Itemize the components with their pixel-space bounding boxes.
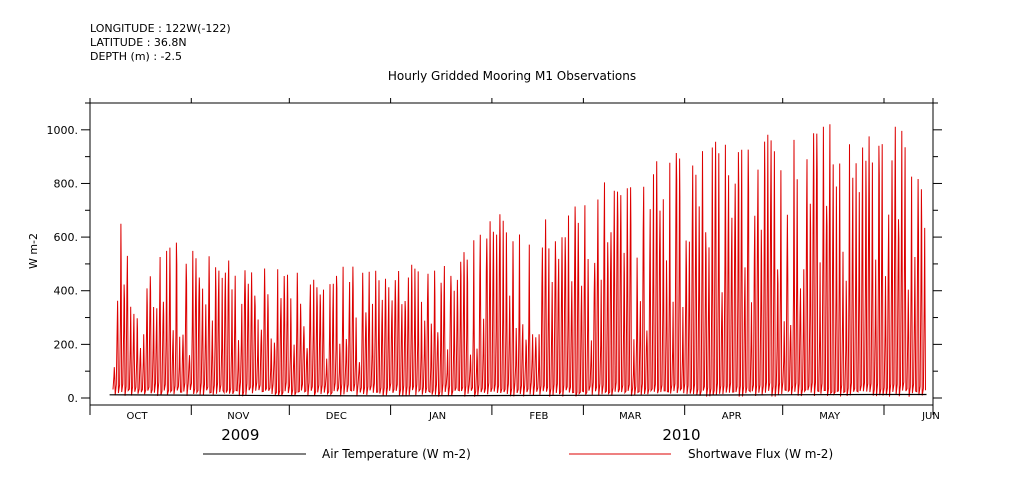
metadata-block: LONGITUDE : 122W(-122) LATITUDE : 36.8N …	[90, 22, 231, 64]
legend-label: Air Temperature (W m-2)	[322, 447, 471, 461]
x-tick-label: MAR	[619, 411, 641, 422]
x-tick-label: FEB	[529, 411, 548, 422]
longitude-label: LONGITUDE : 122W(-122)	[90, 22, 231, 35]
y-tick-label: 1000.	[47, 124, 79, 137]
y-tick-label: 0.	[68, 392, 79, 405]
legend-label: Shortwave Flux (W m-2)	[688, 447, 833, 461]
x-tick-label: JUN	[921, 411, 940, 422]
depth-label: DEPTH (m) : -2.5	[90, 50, 183, 63]
x-tick-label: DEC	[326, 411, 347, 422]
y-tick-label: 800.	[54, 177, 79, 190]
y-axis-label: W m-2	[27, 233, 40, 269]
x-tick-label: OCT	[127, 411, 149, 422]
y-tick-label: 600.	[54, 231, 79, 244]
shortwave-flux-line	[112, 124, 926, 397]
x-tick-label: MAY	[819, 411, 841, 422]
x-tick-label: NOV	[227, 411, 249, 422]
year-label: 2010	[662, 426, 700, 444]
axis-labels: 0. 200. 400. 600. 800. 1000. OCT NOV DEC JAN FEB MA…	[47, 124, 940, 444]
chart-title: Hourly Gridded Mooring M1 Observations	[388, 69, 636, 83]
x-tick-label: APR	[722, 411, 742, 422]
y-tick-label: 400.	[54, 285, 79, 298]
latitude-label: LATITUDE : 36.8N	[90, 36, 187, 49]
y-tick-label: 200.	[54, 338, 79, 351]
axes	[81, 98, 942, 415]
x-tick-label: JAN	[428, 411, 446, 422]
plot-area	[109, 124, 927, 397]
plot-frame	[89, 102, 934, 406]
air-temperature-line	[109, 393, 927, 397]
legend: Air Temperature (W m-2) Shortwave Flux (W…	[203, 447, 833, 461]
year-label: 2009	[221, 426, 259, 444]
